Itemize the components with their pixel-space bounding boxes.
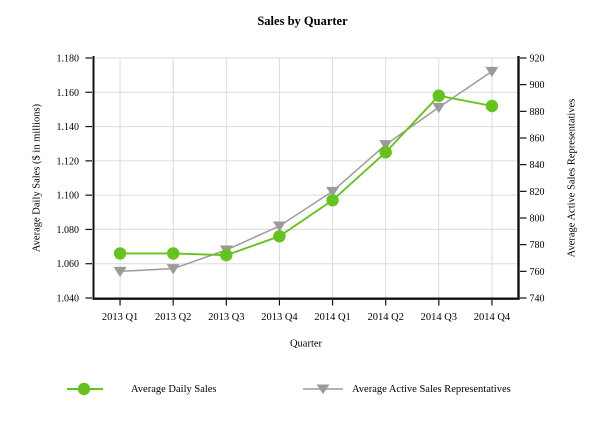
legend-triangle-marker-icon xyxy=(316,384,330,394)
x-tick-label: 2014 Q2 xyxy=(367,312,403,323)
legend-item-average-daily-sales: Average Daily Sales xyxy=(66,381,217,397)
x-tick-label: 2014 Q1 xyxy=(314,312,350,323)
legend-item-average-active-sales-representatives: Average Active Sales Representatives xyxy=(303,381,511,397)
y-tick-label-left: 1.140 xyxy=(57,122,80,133)
x-tick-label: 2014 Q3 xyxy=(421,312,457,323)
chart-title: Sales by Quarter xyxy=(257,14,348,28)
marker-reps xyxy=(379,140,393,151)
x-tick-label: 2014 Q4 xyxy=(474,312,511,323)
y-tick-label-right: 820 xyxy=(530,187,545,198)
legend-circle-marker-icon xyxy=(77,382,91,396)
marker-daily-sales xyxy=(166,247,180,260)
marker-daily-sales xyxy=(220,248,233,262)
y-tick-label-right: 800 xyxy=(530,214,545,225)
y-tick-label-left: 1.120 xyxy=(57,156,80,167)
y-tick-label-left: 1.100 xyxy=(57,191,80,202)
y-tick-label-right: 920 xyxy=(530,54,545,65)
y-tick-label-right: 860 xyxy=(530,134,545,145)
legend-reps-line-triangle-icon xyxy=(303,384,343,394)
marker-daily-sales xyxy=(432,89,446,102)
series-line-daily-sales xyxy=(120,94,493,257)
marker-reps xyxy=(485,66,499,78)
x-tick-label: 2013 Q2 xyxy=(155,312,191,323)
y-axis-right-title: Average Active Sales Representatives xyxy=(566,98,578,258)
y-tick-label-left: 1.180 xyxy=(57,54,80,65)
marker-daily-sales xyxy=(485,99,499,113)
marker-daily-sales xyxy=(379,146,392,159)
y-axis-left-title: Average Daily Sales ($ in millions) xyxy=(31,103,43,253)
marker-reps xyxy=(326,186,340,198)
legend-label-daily-sales: Average Daily Sales xyxy=(131,383,217,395)
legend-daily-sales-line-circle-icon xyxy=(67,382,103,396)
y-tick-label-right: 740 xyxy=(530,294,545,305)
y-tick-label-right: 840 xyxy=(530,160,545,171)
x-tick-label: 2013 Q3 xyxy=(208,312,244,323)
y-tick-label-left: 1.160 xyxy=(57,88,80,99)
marker-reps xyxy=(166,264,180,275)
legend-label-reps: Average Active Sales Representatives xyxy=(352,383,511,395)
marker-reps xyxy=(113,266,127,278)
y-tick-label-left: 1.040 xyxy=(57,294,80,305)
x-tick-label: 2013 Q4 xyxy=(261,312,298,323)
legend: Average Daily Sales Average Active Sales… xyxy=(0,381,605,399)
x-tick-label: 2013 Q1 xyxy=(102,312,138,323)
x-axis-title: Quarter xyxy=(289,338,323,350)
y-tick-label-right: 900 xyxy=(530,80,545,91)
y-tick-label-right: 880 xyxy=(530,107,545,118)
marker-daily-sales xyxy=(113,247,127,260)
y-tick-label-left: 1.080 xyxy=(57,225,80,236)
series-line-reps xyxy=(120,70,493,273)
y-tick-label-right: 780 xyxy=(530,240,545,251)
marker-reps xyxy=(272,221,286,232)
y-tick-label-right: 760 xyxy=(530,267,545,278)
y-tick-label-left: 1.060 xyxy=(57,259,80,270)
marker-daily-sales xyxy=(326,194,339,207)
marker-reps xyxy=(432,102,446,114)
marker-daily-sales xyxy=(273,230,286,243)
